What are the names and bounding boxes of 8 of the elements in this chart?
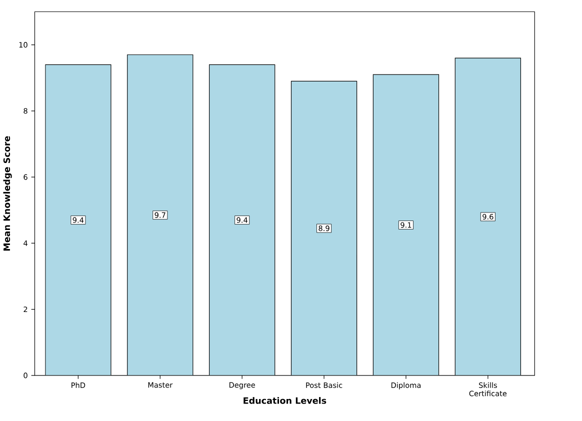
bar bbox=[127, 54, 193, 376]
x-axis-title: Education Levels bbox=[244, 396, 326, 404]
bar bbox=[45, 64, 111, 376]
bar bbox=[454, 58, 522, 376]
bar bbox=[209, 64, 275, 376]
bar bbox=[291, 80, 357, 376]
y-axis-title: Mean Knowledge Score bbox=[3, 136, 12, 250]
bar bbox=[373, 74, 439, 376]
